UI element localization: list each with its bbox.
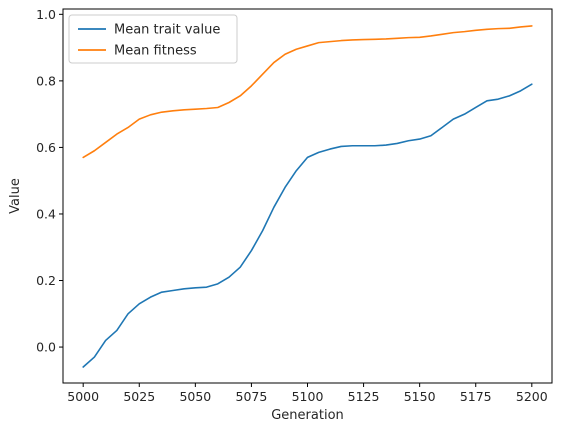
- x-tick-label: 5000: [67, 389, 99, 404]
- x-axis-label: Generation: [271, 408, 344, 423]
- x-tick-label: 5100: [292, 389, 324, 404]
- x-tick-label: 5025: [123, 389, 155, 404]
- legend-box: [68, 14, 238, 64]
- x-tick-label: 5175: [460, 389, 492, 404]
- y-tick-label: 1.0: [36, 7, 56, 22]
- y-tick-label: 0.6: [36, 140, 56, 155]
- x-tick-label: 5075: [236, 389, 268, 404]
- x-tick-label: 5200: [516, 389, 548, 404]
- y-tick-label: 0.2: [36, 273, 56, 288]
- x-tick-label: 5150: [404, 389, 436, 404]
- y-tick-label: 0.8: [36, 73, 56, 88]
- legend-label: Mean fitness: [114, 44, 197, 59]
- series-line-1: [82, 25, 533, 159]
- y-tick-label: 0.0: [36, 340, 56, 355]
- legend: Mean trait value Mean fitness: [68, 14, 238, 64]
- x-tick-label: 5050: [179, 389, 211, 404]
- series-layer: [82, 25, 533, 368]
- series-line-0: [82, 83, 533, 368]
- ticks-layer: 5000 5025 5050 5075 5100 5125 5150 5175 5200 0.0 0…: [36, 7, 548, 404]
- y-tick-label: 0.4: [36, 206, 56, 221]
- plot-frame: [62, 8, 553, 384]
- x-tick-label: 5125: [348, 389, 380, 404]
- y-axis-label: Value: [8, 178, 23, 214]
- legend-label: Mean trait value: [114, 23, 220, 38]
